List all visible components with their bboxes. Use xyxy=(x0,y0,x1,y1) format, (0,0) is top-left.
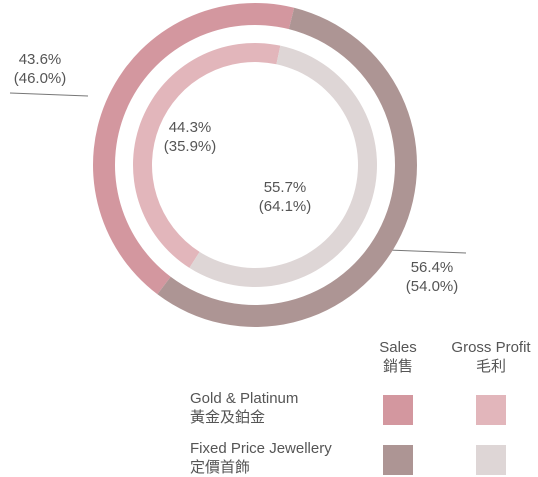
leader-line xyxy=(9,92,89,97)
prior-value-label: (46.0%) xyxy=(14,70,67,87)
legend-series-zh: 毛利 xyxy=(476,358,506,375)
value-label: 43.6% xyxy=(19,51,62,68)
legend-swatch xyxy=(383,395,413,425)
legend-swatch xyxy=(476,445,506,475)
legend-series: Gross Profit xyxy=(451,339,531,356)
value-label: 56.4% xyxy=(411,259,454,276)
donut-segment xyxy=(133,43,281,268)
prior-value-label: (35.9%) xyxy=(164,138,217,155)
legend-swatch xyxy=(383,445,413,475)
legend-category: Fixed Price Jewellery xyxy=(190,440,332,457)
value-label: 44.3% xyxy=(169,119,212,136)
donut-segment xyxy=(92,2,295,295)
leader-line xyxy=(387,249,467,254)
value-label: 55.7% xyxy=(264,179,307,196)
donut-segment xyxy=(157,7,418,327)
legend-series: Sales xyxy=(379,339,417,356)
legend-category: Gold & Platinum xyxy=(190,390,298,407)
prior-value-label: (54.0%) xyxy=(406,278,459,295)
legend-series-zh: 銷售 xyxy=(383,358,413,375)
donut-segment xyxy=(189,45,377,288)
legend-swatch xyxy=(476,395,506,425)
legend-category-zh: 定價首飾 xyxy=(190,459,250,476)
prior-value-label: (64.1%) xyxy=(259,198,312,215)
legend-category-zh: 黃金及鉑金 xyxy=(190,409,265,426)
